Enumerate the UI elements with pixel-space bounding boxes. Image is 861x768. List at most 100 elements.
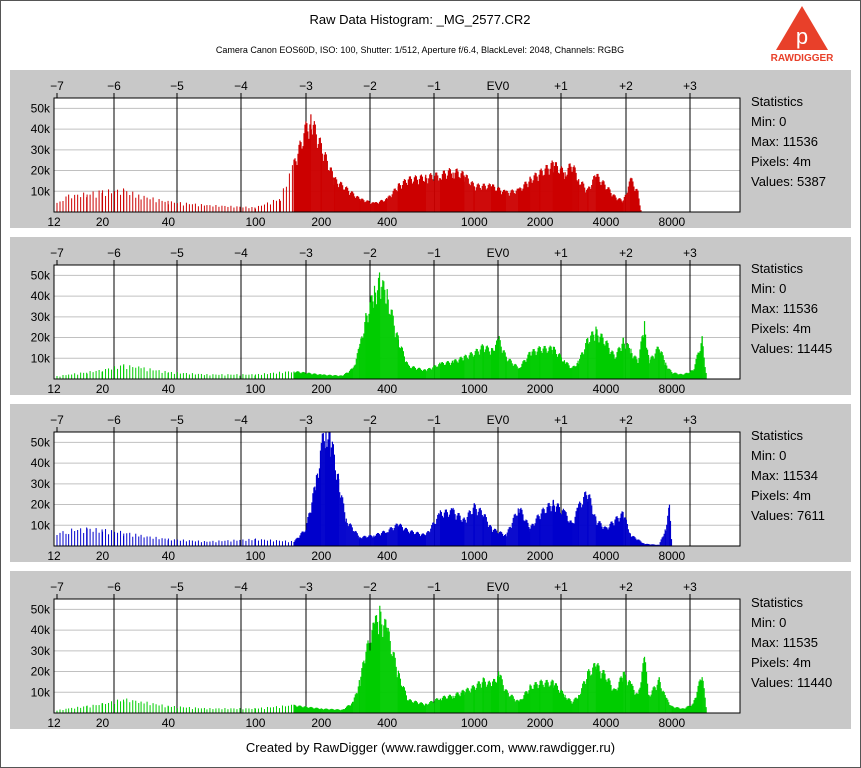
y-tick-label: 20k	[31, 331, 51, 345]
ev-tick-label: EV0	[487, 246, 510, 260]
y-tick-label: 10k	[31, 518, 51, 532]
x-tick-label: 200	[311, 549, 331, 562]
ev-tick-label: −2	[363, 580, 377, 594]
camera-info: Camera Canon EOS60D, ISO: 100, Shutter: …	[215, 45, 625, 55]
x-tick-label: 12	[47, 215, 61, 228]
ev-tick-label: −4	[234, 580, 248, 594]
y-tick-label: 30k	[31, 644, 51, 658]
ev-tick-label: −1	[427, 246, 441, 260]
ev-tick-label: +3	[683, 580, 697, 594]
x-tick-label: 200	[311, 382, 331, 395]
x-tick-label: 4000	[593, 549, 620, 562]
ev-tick-label: +2	[619, 79, 633, 93]
x-tick-label: 2000	[527, 215, 554, 228]
x-tick-label: 4000	[593, 716, 620, 729]
x-tick-label: 1000	[461, 549, 488, 562]
y-tick-label: 20k	[31, 665, 51, 679]
histogram-panel-b: 10k 20k 30k 40k 50k −7 −6 −5 −4 −3 −2 −1 EV0 +1 +2 +3 12…	[10, 404, 851, 562]
ev-tick-label: +2	[619, 413, 633, 427]
x-tick-label: 20	[96, 382, 110, 395]
x-tick-label: 400	[377, 215, 397, 228]
ev-tick-label: −4	[234, 246, 248, 260]
x-tick-label: 40	[162, 215, 176, 228]
stat-max: Max: 11536	[751, 301, 818, 316]
plot-border	[53, 97, 741, 213]
ev-tick-label: −1	[427, 580, 441, 594]
x-tick-label: 20	[96, 549, 110, 562]
stat-max: Max: 11535	[751, 635, 818, 650]
stat-heading: Statistics	[751, 428, 804, 443]
ev-tick-label: +1	[554, 79, 568, 93]
footer-credit: Created by RawDigger (www.rawdigger.com,…	[245, 740, 616, 755]
ev-tick-label: −1	[427, 413, 441, 427]
plot-border	[53, 598, 741, 714]
y-tick-label: 50k	[31, 435, 51, 449]
x-tick-label: 100	[245, 215, 265, 228]
ev-tick-label: −6	[107, 413, 121, 427]
x-tick-label: 100	[245, 382, 265, 395]
y-tick-label: 30k	[31, 310, 51, 324]
ev-tick-label: −7	[50, 79, 64, 93]
ev-tick-label: −3	[299, 580, 313, 594]
ev-tick-label: +1	[554, 580, 568, 594]
ev-tick-label: +2	[619, 246, 633, 260]
stat-values: Values: 11440	[751, 675, 833, 690]
x-tick-label: 4000	[593, 382, 620, 395]
x-tick-label: 1000	[461, 716, 488, 729]
y-tick-label: 40k	[31, 289, 51, 303]
stat-min: Min: 0	[751, 448, 787, 463]
y-tick-label: 30k	[31, 143, 51, 157]
ev-tick-label: −6	[107, 580, 121, 594]
stat-pixels: Pixels: 4m	[751, 488, 811, 503]
histogram-panel-g: 10k 20k 30k 40k 50k −7 −6 −5 −4 −3 −2 −1 EV0 +1 +2 +3 12…	[10, 237, 851, 395]
y-tick-label: 10k	[31, 351, 51, 365]
statistics-box: Statistics Min: 0 Max: 11535 Pixels: 4m Valu…	[751, 593, 832, 693]
x-tick-label: 400	[377, 382, 397, 395]
ev-tick-label: −7	[50, 413, 64, 427]
stat-values: Values: 11445	[751, 341, 833, 356]
ev-tick-label: −2	[363, 413, 377, 427]
stat-pixels: Pixels: 4m	[751, 321, 811, 336]
ev-tick-label: +3	[683, 79, 697, 93]
ev-tick-label: EV0	[487, 79, 510, 93]
stat-min: Min: 0	[751, 114, 787, 129]
x-tick-label: 2000	[527, 716, 554, 729]
ev-tick-label: EV0	[487, 413, 510, 427]
x-tick-label: 1000	[461, 215, 488, 228]
x-tick-label: 2000	[527, 382, 554, 395]
stat-values: Values: 7611	[751, 508, 825, 523]
histogram-panel-r: 10k 20k 30k 40k 50k −7 −6 −5 −4 −3 −2 −1 EV0 +1 +2 +3 12…	[10, 70, 851, 228]
logo-letter: p	[796, 24, 808, 49]
stat-heading: Statistics	[751, 261, 804, 276]
stat-max: Max: 11536	[751, 134, 818, 149]
ev-tick-label: −7	[50, 246, 64, 260]
x-tick-label: 8000	[659, 382, 686, 395]
stat-min: Min: 0	[751, 615, 787, 630]
y-tick-label: 40k	[31, 623, 51, 637]
x-tick-label: 200	[311, 716, 331, 729]
ev-tick-label: −2	[363, 246, 377, 260]
ev-tick-label: −4	[234, 413, 248, 427]
histogram-series	[53, 114, 642, 212]
x-tick-label: 2000	[527, 549, 554, 562]
x-tick-label: 8000	[659, 215, 686, 228]
y-tick-label: 30k	[31, 477, 51, 491]
histogram-panel-g2: 10k 20k 30k 40k 50k −7 −6 −5 −4 −3 −2 −1 EV0 +1 +2 +3 12…	[10, 571, 851, 729]
ev-tick-label: −1	[427, 79, 441, 93]
rawdigger-logo-icon: p RAWDIGGER	[771, 6, 834, 64]
ev-tick-label: +3	[683, 246, 697, 260]
stat-min: Min: 0	[751, 281, 787, 296]
ev-tick-label: +1	[554, 246, 568, 260]
ev-tick-label: +1	[554, 413, 568, 427]
statistics-box: Statistics Min: 0 Max: 11534 Pixels: 4m Valu…	[751, 426, 825, 526]
ev-tick-label: −2	[363, 79, 377, 93]
ev-tick-label: −5	[170, 580, 184, 594]
x-tick-label: 12	[47, 549, 61, 562]
stat-max: Max: 11534	[751, 468, 818, 483]
ev-tick-label: −6	[107, 246, 121, 260]
statistics-box: Statistics Min: 0 Max: 11536 Pixels: 4m Valu…	[751, 259, 832, 359]
stat-heading: Statistics	[751, 595, 804, 610]
y-tick-label: 20k	[31, 498, 51, 512]
ev-tick-label: −5	[170, 246, 184, 260]
x-tick-label: 8000	[659, 549, 686, 562]
